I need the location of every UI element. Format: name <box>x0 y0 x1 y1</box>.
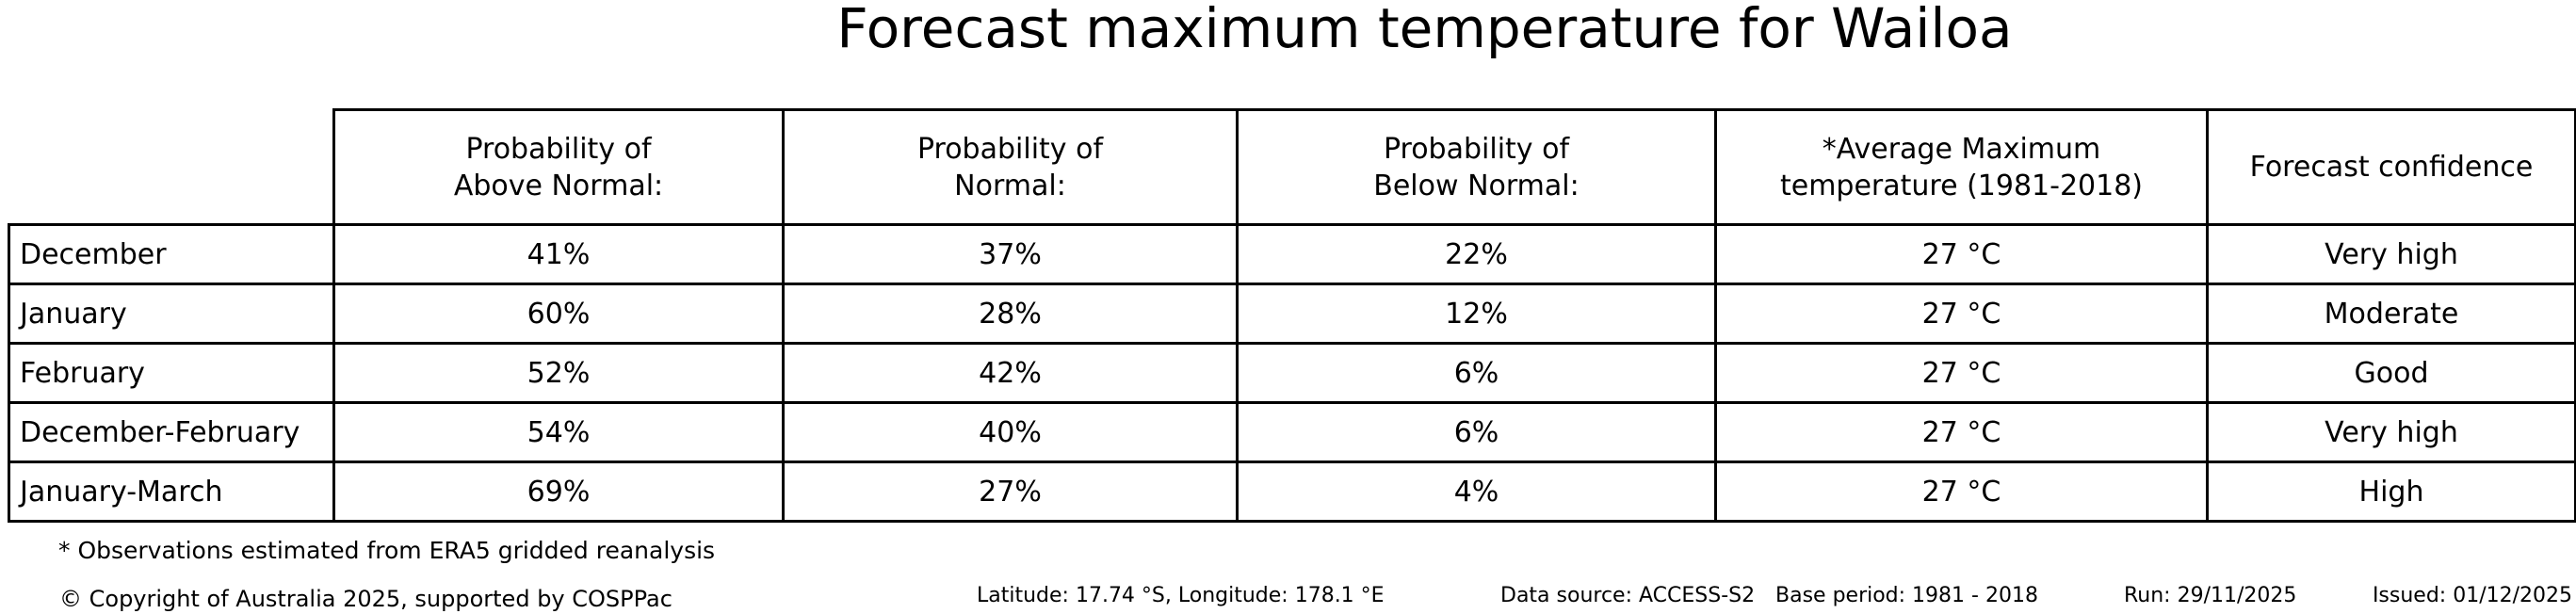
table-row-december: December 41% 37% 22% 27 °C Very high <box>8 223 2576 285</box>
col-header-avg-max-temp: *Average Maximum temperature (1981-2018) <box>1714 108 2209 226</box>
col-header-forecast-confidence: Forecast confidence <box>2206 108 2576 226</box>
cell-below-normal: 6% <box>1236 342 1717 404</box>
cell-forecast-confidence: Good <box>2206 342 2576 404</box>
issued-date: Issued: 01/12/2025 <box>2372 584 2572 607</box>
cell-avg-max-temp: 27 °C <box>1714 283 2209 345</box>
col-header-above-normal: Probability of Above Normal: <box>332 108 785 226</box>
table-row-january: January 60% 28% 12% 27 °C Moderate <box>8 283 2576 345</box>
forecast-table-grid: Probability of Above Normal: Probability… <box>8 108 2576 523</box>
run-date: Run: 29/11/2025 <box>2124 584 2297 607</box>
row-label: December-February <box>8 401 335 463</box>
cell-avg-max-temp: 27 °C <box>1714 460 2209 523</box>
row-label: January-March <box>8 460 335 523</box>
cell-normal: 37% <box>782 223 1239 285</box>
table-row-january-march: January-March 69% 27% 4% 27 °C High <box>8 460 2576 523</box>
cell-below-normal: 22% <box>1236 223 1717 285</box>
forecast-table: Probability of Above Normal: Probability… <box>8 108 2576 523</box>
cell-above-normal: 52% <box>332 342 785 404</box>
cell-avg-max-temp: 27 °C <box>1714 223 2209 285</box>
row-label: December <box>8 223 335 285</box>
cell-below-normal: 4% <box>1236 460 1717 523</box>
base-period: Base period: 1981 - 2018 <box>1775 584 2038 607</box>
cell-avg-max-temp: 27 °C <box>1714 342 2209 404</box>
cell-above-normal: 60% <box>332 283 785 345</box>
table-header-row: Probability of Above Normal: Probability… <box>9 108 2576 226</box>
cell-above-normal: 69% <box>332 460 785 523</box>
copyright-text: © Copyright of Australia 2025, supported… <box>59 586 672 612</box>
cell-forecast-confidence: Very high <box>2206 223 2576 285</box>
cell-below-normal: 12% <box>1236 283 1717 345</box>
cell-avg-max-temp: 27 °C <box>1714 401 2209 463</box>
cell-normal: 42% <box>782 342 1239 404</box>
col-header-normal: Probability of Normal: <box>782 108 1239 226</box>
row-label: January <box>8 283 335 345</box>
cell-normal: 27% <box>782 460 1239 523</box>
table-row-december-february: December-February 54% 40% 6% 27 °C Very … <box>8 401 2576 463</box>
cell-forecast-confidence: Very high <box>2206 401 2576 463</box>
table-row-february: February 52% 42% 6% 27 °C Good <box>8 342 2576 404</box>
cell-normal: 40% <box>782 401 1239 463</box>
cell-forecast-confidence: High <box>2206 460 2576 523</box>
footnote: * Observations estimated from ERA5 gridd… <box>58 537 716 564</box>
cell-forecast-confidence: Moderate <box>2206 283 2576 345</box>
row-label: February <box>8 342 335 404</box>
data-source: Data source: ACCESS-S2 <box>1500 584 1756 607</box>
cell-above-normal: 54% <box>332 401 785 463</box>
corner-cell <box>9 110 334 225</box>
col-header-below-normal: Probability of Below Normal: <box>1236 108 1717 226</box>
cell-above-normal: 41% <box>332 223 785 285</box>
cell-below-normal: 6% <box>1236 401 1717 463</box>
cell-normal: 28% <box>782 283 1239 345</box>
page-title: Forecast maximum temperature for Wailoa <box>836 0 2013 60</box>
location-coordinates: Latitude: 17.74 °S, Longitude: 178.1 °E <box>977 584 1385 607</box>
